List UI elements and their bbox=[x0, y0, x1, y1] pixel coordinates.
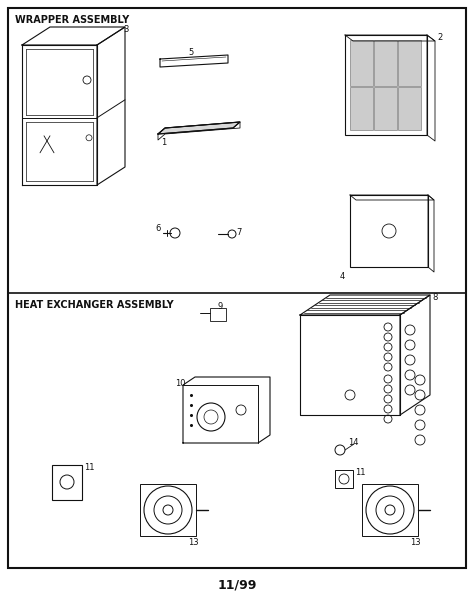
Bar bbox=[350, 40, 373, 86]
Text: 14: 14 bbox=[348, 438, 358, 447]
Text: 7: 7 bbox=[236, 228, 241, 237]
Bar bbox=[398, 40, 421, 86]
Text: 13: 13 bbox=[410, 538, 420, 547]
Text: 13: 13 bbox=[188, 538, 199, 547]
Text: 11/99: 11/99 bbox=[217, 578, 257, 592]
Bar bbox=[335, 470, 353, 488]
Text: 6: 6 bbox=[155, 224, 160, 233]
Text: 3: 3 bbox=[123, 25, 128, 34]
Bar bbox=[374, 87, 397, 130]
Bar bbox=[140, 484, 196, 536]
Bar bbox=[52, 465, 82, 500]
Text: 11: 11 bbox=[355, 468, 365, 477]
Bar bbox=[362, 484, 418, 536]
Text: 10: 10 bbox=[175, 379, 185, 388]
Text: 5: 5 bbox=[188, 48, 193, 57]
Text: 8: 8 bbox=[432, 293, 438, 302]
Text: 11: 11 bbox=[84, 463, 94, 472]
Text: 4: 4 bbox=[340, 272, 345, 281]
Bar bbox=[350, 87, 373, 130]
Bar bbox=[345, 35, 427, 135]
Polygon shape bbox=[158, 122, 240, 134]
Text: HEAT EXCHANGER ASSEMBLY: HEAT EXCHANGER ASSEMBLY bbox=[15, 300, 173, 310]
Bar bbox=[374, 40, 397, 86]
Text: 2: 2 bbox=[437, 33, 442, 42]
Text: 9: 9 bbox=[218, 302, 223, 311]
Text: WRAPPER ASSEMBLY: WRAPPER ASSEMBLY bbox=[15, 15, 129, 25]
Bar bbox=[350, 195, 428, 267]
Bar bbox=[398, 87, 421, 130]
Bar bbox=[210, 308, 226, 321]
Text: 1: 1 bbox=[161, 138, 166, 147]
